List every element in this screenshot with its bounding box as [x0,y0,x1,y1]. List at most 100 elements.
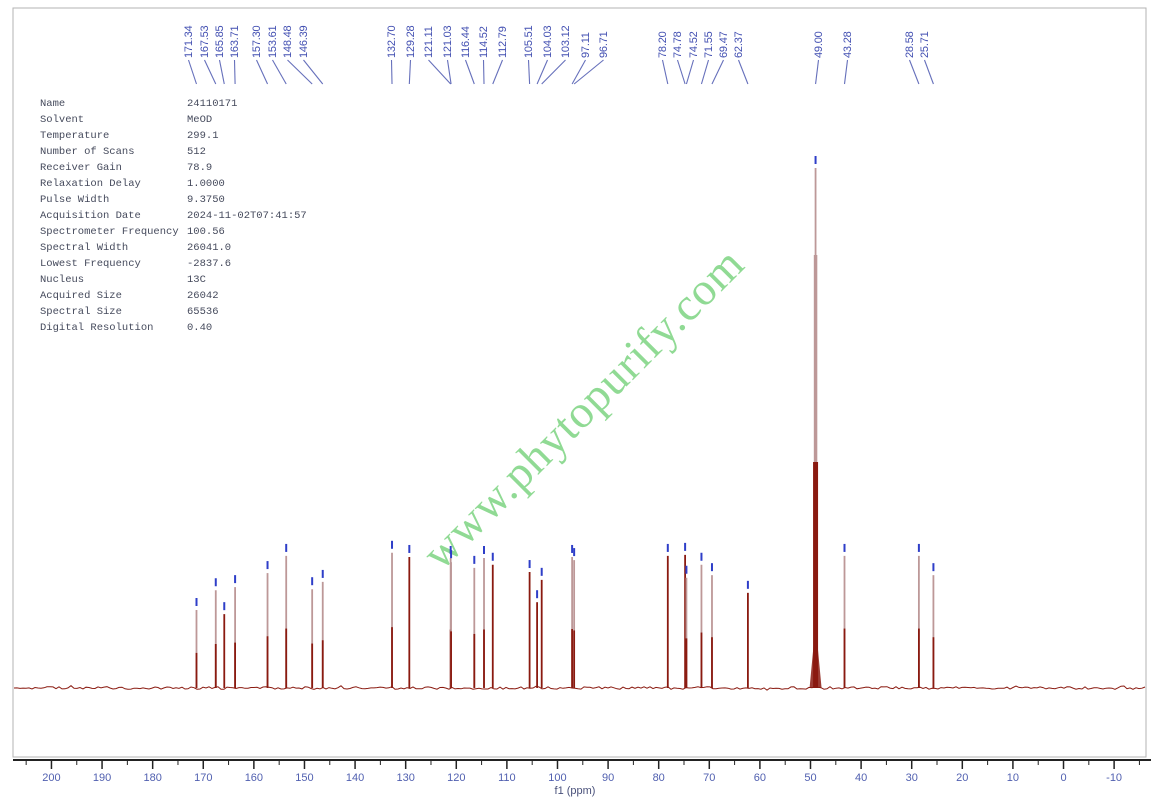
parameter-label: Number of Scans [40,146,135,158]
parameter-label: Digital Resolution [40,322,154,334]
parameter-row: Spectral Size 65536 [40,304,307,320]
peak-shift-label: 25.71 [919,31,931,58]
peak-shift-label: 121.03 [442,25,454,58]
parameter-row: Acquired Size 26042 [40,288,307,304]
parameter-label: Spectral Width [40,242,129,254]
peak-shift-label: 74.78 [672,31,684,58]
parameter-label: Acquired Size [40,290,122,302]
peak-shift-label: 78.20 [657,31,669,58]
parameter-label: Name [40,98,66,110]
peak-label-connector [571,59,586,85]
peak-shift-label: 121.11 [423,26,435,58]
peak-label-connector [711,59,724,85]
x-axis-tick-label: 140 [346,772,364,784]
parameter-value: 78.9 [187,162,213,174]
parameter-value: 299.1 [187,130,219,142]
peak-shift-label: 146.39 [298,25,310,58]
parameter-value: 24110171 [187,98,238,110]
parameter-row: Pulse Width 9.3750 [40,192,307,208]
x-axis-tick-label: 50 [804,772,816,784]
parameter-value: 2024-11-02T07:41:57 [187,210,307,222]
parameter-value: 9.3750 [187,194,225,206]
peak-label-connector [287,59,313,85]
peak-label-connector [233,59,236,85]
peak-shift-label: 96.71 [598,31,610,58]
peak-label-connector [843,59,849,85]
peak-shift-label: 157.30 [251,25,263,58]
parameter-value: MeOD [187,114,213,126]
x-axis-tick-label: 110 [498,772,516,784]
parameter-label: Spectrometer Frequency [40,226,179,238]
parameter-table: Name 24110171 Solvent MeOD Temperature 299.1 N… [40,96,307,336]
peak-shift-label: 97.11 [580,32,592,58]
parameter-label: Relaxation Delay [40,178,141,190]
peak-label-connector [272,59,287,85]
peak-label-connector [492,59,504,85]
peak-shift-label: 148.48 [282,25,294,58]
parameter-value: 65536 [187,306,219,318]
x-axis-tick-label: 120 [447,772,465,784]
parameter-row: Receiver Gain 78.9 [40,160,307,176]
parameter-label: Receiver Gain [40,162,122,174]
peak-label-connector [685,59,695,85]
parameter-value: 0.40 [187,322,213,334]
plot-frame [12,7,1147,758]
x-axis-tick-label: 160 [245,772,263,784]
peak-label-connector [390,59,393,85]
parameter-row: Lowest Frequency -2837.6 [40,256,307,272]
peak-label-connector [908,59,920,85]
x-axis-tick-label: 90 [602,772,614,784]
peak-label-connector [218,59,225,85]
x-axis-tick-label: 20 [956,772,968,784]
parameter-value: 1.0000 [187,178,225,190]
x-axis-tick-label: 10 [1007,772,1019,784]
parameter-label: Acquisition Date [40,210,141,222]
peak-shift-label: 43.28 [842,31,854,58]
peak-label-connector [676,59,686,85]
peak-shift-label: 167.53 [199,25,211,58]
peak-label-connector [446,59,452,85]
peak-label-connector [428,59,452,85]
peak-shift-label: 62.37 [733,31,745,58]
peak-shift-label: 132.70 [386,25,398,58]
peak-shift-label: 114.52 [478,26,490,58]
peak-shift-label: 71.55 [703,31,715,58]
parameter-value: 13C [187,274,206,286]
parameter-label: Lowest Frequency [40,258,141,270]
peak-label-connector [541,59,566,85]
solvent-peak-hump [809,640,822,688]
peak-shift-label: 153.61 [267,25,279,58]
peak-shift-label: 165.85 [214,25,226,58]
x-axis-tick-label: 100 [548,772,566,784]
peak-label-connector [923,59,934,85]
parameter-row: Temperature 299.1 [40,128,307,144]
x-axis-tick-label: 70 [703,772,715,784]
peak-shift-label: 28.58 [904,31,916,58]
peak-shift-label: 49.00 [813,31,825,58]
parameter-row: Number of Scans 512 [40,144,307,160]
parameter-value: 100.56 [187,226,225,238]
peak-label-connector [464,59,475,85]
peak-label-connector [661,59,669,85]
parameter-row: Name 24110171 [40,96,307,112]
x-axis-tick-label: 170 [194,772,212,784]
parameter-label: Pulse Width [40,194,110,206]
x-axis-tick-label: 60 [754,772,766,784]
x-axis-title: f1 (ppm) [555,785,596,797]
peak-label-connector [408,59,412,85]
x-axis-tick-label: 200 [42,772,60,784]
peak-shift-label: 129.28 [405,25,417,58]
peak-label-connector [204,59,217,85]
peak-shift-label: 69.47 [718,31,730,58]
peak-label-connector [527,59,531,85]
peak-label-connector [536,59,549,85]
parameter-row: Solvent MeOD [40,112,307,128]
x-axis-tick-label: 190 [93,772,111,784]
x-axis-tick-label: -10 [1106,772,1122,784]
x-axis-tick-label: 80 [653,772,665,784]
parameter-row: Spectrometer Frequency 100.56 [40,224,307,240]
peak-label-connector [700,59,710,85]
x-axis-tick-label: 180 [143,772,161,784]
parameter-label: Solvent [40,114,85,126]
parameter-value: 512 [187,146,206,158]
